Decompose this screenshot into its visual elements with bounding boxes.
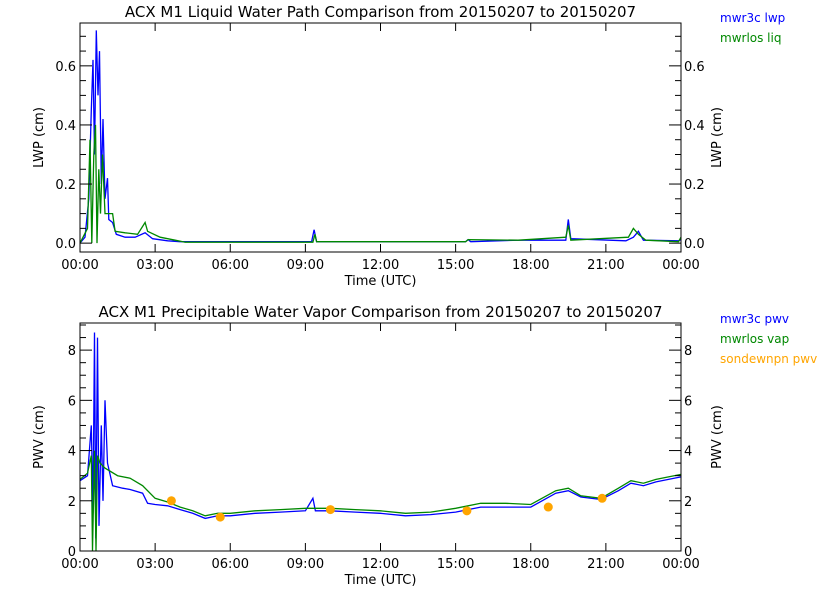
y-tick-label: 8	[68, 344, 76, 359]
x-tick-label: 12:00	[362, 557, 399, 572]
series-line-mwr3c-pwv	[79, 332, 682, 539]
x-tick-label: 12:00	[362, 258, 399, 273]
y-tick-label: 0.0	[55, 237, 76, 252]
x-tick-label: 06:00	[212, 258, 249, 273]
x-tick-label: 09:00	[287, 557, 324, 572]
y-tick-label-right: 0	[684, 545, 692, 560]
x-tick-label: 00:00	[61, 557, 98, 572]
chart-title: ACX M1 Liquid Water Path Comparison from…	[125, 3, 636, 21]
y-tick-label: 0.4	[55, 119, 76, 134]
y-tick-label: 0.6	[55, 60, 76, 75]
x-tick-label: 15:00	[437, 258, 474, 273]
legend-entry: mwrlos vap	[720, 332, 789, 346]
sonde-point	[166, 496, 176, 506]
y-tick-label-right: 0.2	[684, 178, 705, 193]
y-tick-label-right: 2	[684, 495, 692, 510]
x-tick-label: 00:00	[662, 258, 699, 273]
y-tick-label-right: 0.6	[684, 60, 705, 75]
sonde-point	[215, 512, 225, 522]
sonde-point	[543, 502, 553, 512]
legend-entry: mwr3c pwv	[720, 312, 789, 326]
panel-pwv: ACX M1 Precipitable Water Vapor Comparis…	[32, 303, 817, 588]
x-tick-label: 03:00	[136, 258, 173, 273]
series-line-mwrlos-vap	[79, 450, 682, 552]
chart-title: ACX M1 Precipitable Water Vapor Comparis…	[98, 303, 662, 321]
x-tick-label: 18:00	[512, 258, 549, 273]
sonde-point	[325, 505, 335, 515]
x-axis-label: Time (UTC)	[344, 573, 417, 588]
x-tick-label: 00:00	[662, 557, 699, 572]
x-tick-label: 00:00	[61, 258, 98, 273]
x-axis-label: Time (UTC)	[344, 274, 417, 289]
y-axis-label: LWP (cm)	[32, 107, 47, 168]
x-tick-label: 21:00	[587, 258, 624, 273]
plot-frame	[79, 22, 682, 253]
x-tick-label: 21:00	[587, 557, 624, 572]
y-tick-label: 6	[68, 394, 76, 409]
x-tick-label: 18:00	[512, 557, 549, 572]
y-axis-label: PWV (cm)	[32, 405, 47, 469]
y-tick-label-right: 0.4	[684, 119, 705, 134]
sonde-point	[462, 506, 472, 516]
series-line-mwr3c-lwp	[79, 30, 682, 244]
x-tick-label: 06:00	[212, 557, 249, 572]
legend-entry: mwr3c lwp	[720, 11, 785, 25]
y-axis-label-right: LWP (cm)	[710, 107, 725, 168]
plot-frame	[79, 322, 682, 552]
x-tick-label: 15:00	[437, 557, 474, 572]
x-tick-label: 03:00	[136, 557, 173, 572]
legend-entry: mwrlos liq	[720, 31, 781, 45]
series-line-mwrlos-liq	[79, 124, 682, 244]
x-tick-label: 09:00	[287, 258, 324, 273]
y-tick-label: 0	[68, 545, 76, 560]
y-tick-label-right: 6	[684, 394, 692, 409]
y-tick-label-right: 4	[684, 445, 692, 460]
legend-entry: sondewnpn pwv	[720, 352, 817, 366]
y-tick-label-right: 8	[684, 344, 692, 359]
y-axis-label-right: PWV (cm)	[710, 405, 725, 469]
sonde-point	[597, 493, 607, 503]
y-tick-label-right: 0.0	[684, 237, 705, 252]
y-tick-label: 2	[68, 495, 76, 510]
y-tick-label: 0.2	[55, 178, 76, 193]
y-tick-label: 4	[68, 445, 76, 460]
panel-lwp: ACX M1 Liquid Water Path Comparison from…	[32, 3, 785, 289]
